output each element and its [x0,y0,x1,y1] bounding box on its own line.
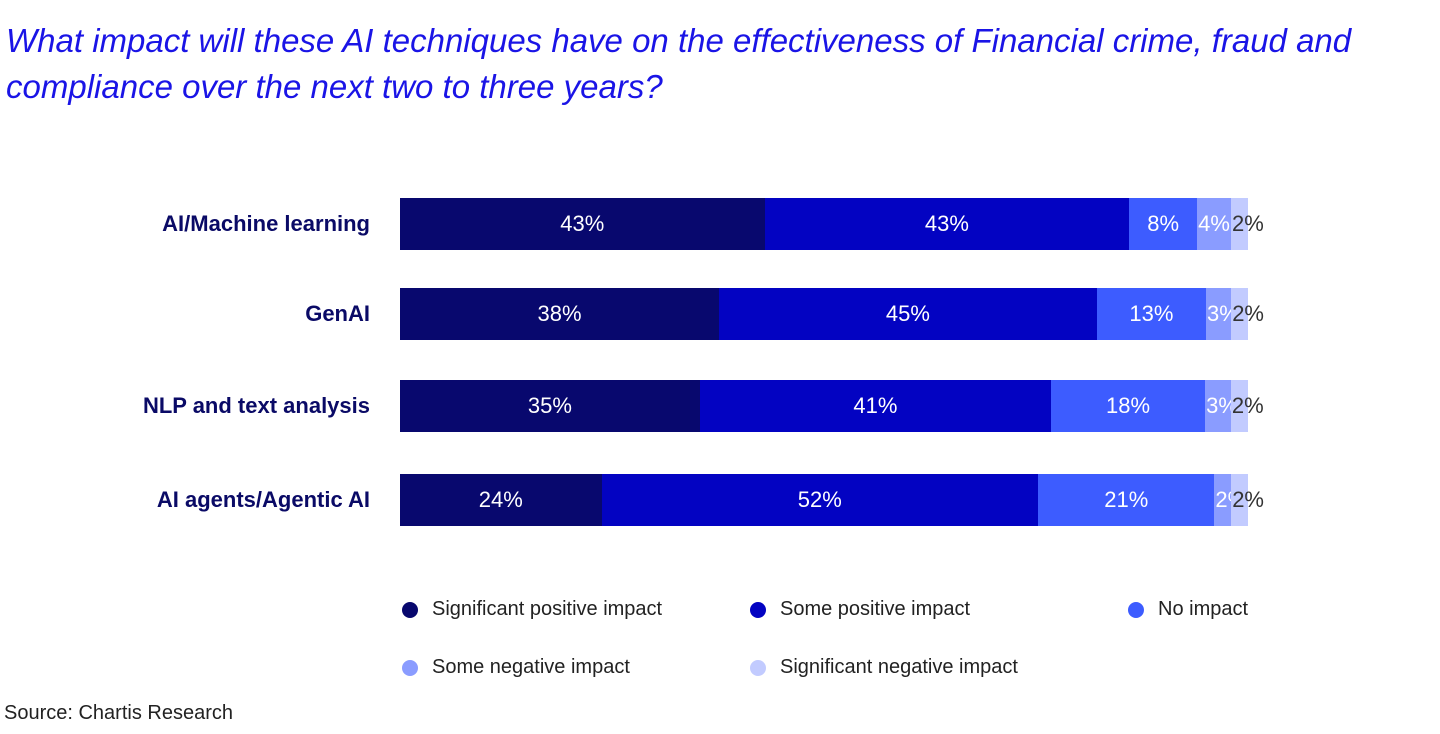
legend-item: Some positive impact [750,598,970,621]
legend-dot-icon [402,659,418,676]
stacked-bar: 24% 52% 21% 2%2% [400,474,1264,526]
bar-segment: 13% [1096,288,1206,340]
data-label: 18% [1106,393,1151,418]
bar-segment: 45% [719,288,1097,340]
data-label: 24% [478,487,523,512]
data-label: 45% [885,301,930,326]
legend-item: Some negative impact [402,656,630,679]
bar-segment: 8% [1129,198,1198,250]
legend-item: No impact [1128,598,1248,621]
stacked-bar: 35% 41% 18% 3%2% [400,380,1264,432]
legend-label: Some positive impact [780,598,971,620]
legend-dot-icon [750,659,766,676]
data-label: 2% [1231,393,1264,418]
legend-dot-icon [1128,601,1144,618]
bar-segment: 18% [1050,380,1206,432]
legend-label: No impact [1158,598,1249,620]
stacked-bar: 43% 43% 8% 4% 2% [400,198,1264,250]
category-label: NLP and text analysis [142,393,370,418]
bar-segment: 43% [400,198,765,250]
legend-label: Some negative impact [432,656,630,678]
data-label: 3% [1206,393,1231,418]
bar-segment: 4% [1197,198,1231,250]
category-label: AI/Machine learning [162,211,370,236]
bar-segment: 38% [400,288,720,340]
data-label: 43% [924,211,969,236]
legend-label: Significant positive impact [432,598,663,620]
bar-segment: 3% [1205,380,1231,432]
data-label: 2% [1231,211,1264,236]
data-label: 52% [797,487,842,512]
legend-item: Significant negative impact [750,656,1018,679]
category-label: GenAI [305,301,370,326]
data-label: 2% [1215,487,1231,512]
data-label: 41% [853,393,898,418]
data-label: 21% [1104,487,1149,512]
data-label: 38% [537,301,582,326]
bar-segment: 41% [699,380,1051,432]
stacked-bar: 38% 45% 13% 3%2% [400,288,1264,340]
bar-segment: 21% [1038,474,1215,526]
bar-segment: 2% [1230,380,1264,432]
data-label: 2% [1232,487,1264,512]
legend-label: Significant negative impact [780,656,1018,678]
legend-item: Significant positive impact [402,598,662,621]
data-label: 3% [1207,301,1231,326]
category-label: AI agents/Agentic AI [156,487,370,512]
legend-dot-icon [750,601,766,618]
bar-segment: 2% [1231,474,1264,526]
data-label: 13% [1129,301,1174,326]
bar-segment: 3% [1206,288,1232,340]
data-label: 35% [527,393,572,418]
data-label: 2% [1232,301,1264,326]
chart-title: What impact will these AI techniques hav… [6,22,1352,105]
bar-segment: 43% [764,198,1130,250]
bar-segment: 24% [400,474,602,526]
data-label: 8% [1147,211,1180,236]
data-label: 4% [1198,211,1230,236]
bar-segment: 35% [400,380,700,432]
legend-dot-icon [402,601,418,618]
bar-segment: 52% [601,474,1039,526]
source-note: Source: Chartis Research [4,702,233,724]
data-label: 43% [560,211,605,236]
bar-segment: 2% [1231,288,1264,340]
bar-segment: 2% [1214,474,1232,526]
bar-segment: 2% [1230,198,1264,250]
